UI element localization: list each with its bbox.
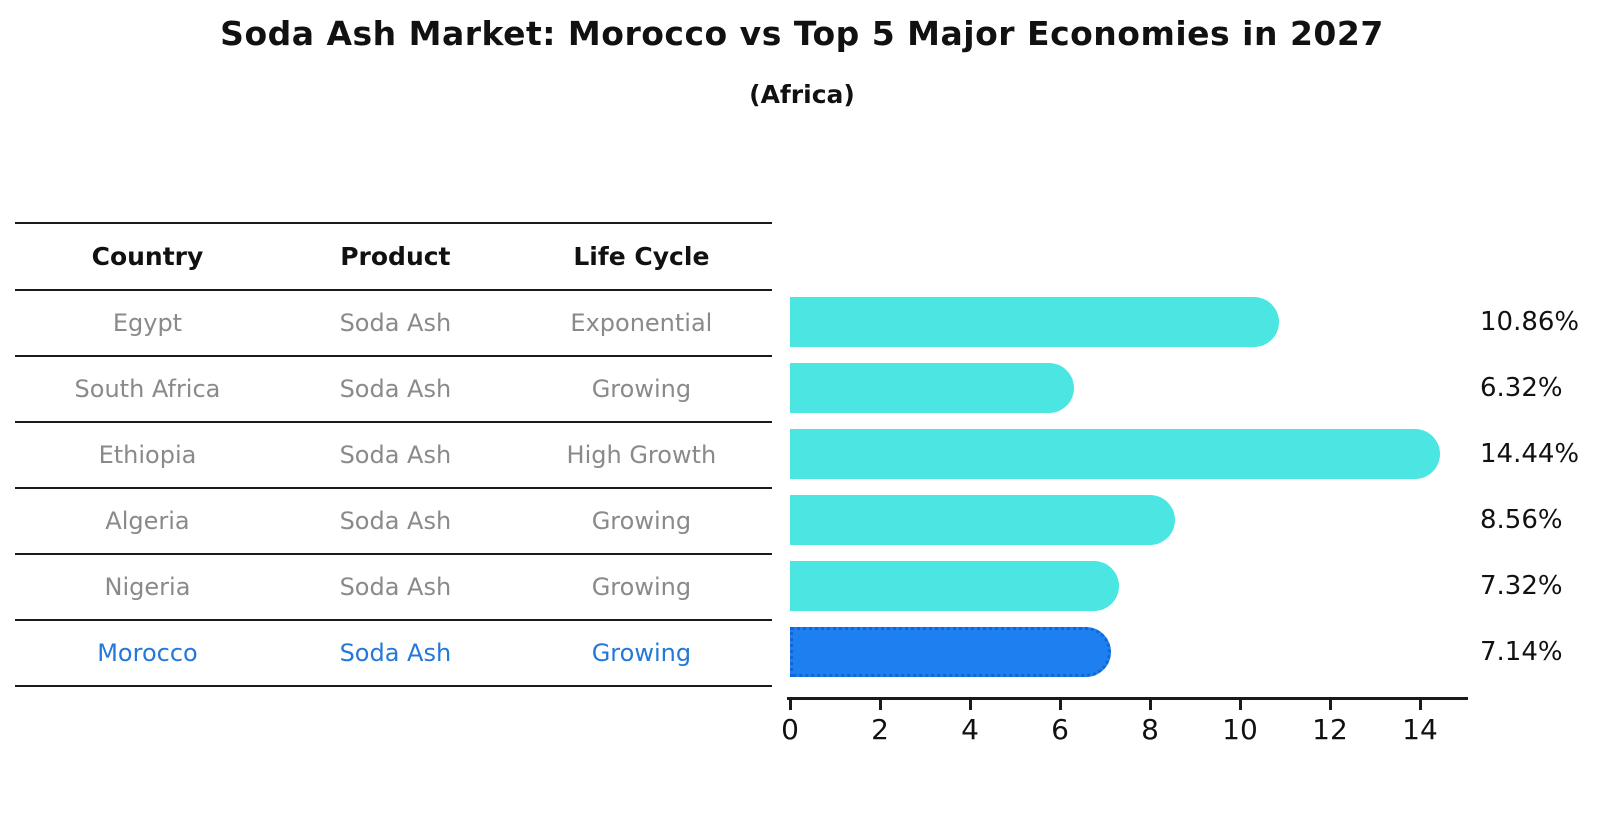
table-row-algeria: Algeria Soda Ash Growing [15,487,772,553]
product-cell: Soda Ash [339,573,452,601]
country-table: Country Product Life Cycle Egypt Soda Ash Exp… [15,222,772,687]
table-header-row: Country Product Life Cycle [15,222,772,289]
x-axis-tick-label: 14 [1402,713,1438,746]
table-header-life-cycle: Life Cycle [573,242,710,271]
chart-title: Soda Ash Market: Morocco vs Top 5 Major … [220,14,1384,53]
x-axis-tick-label: 4 [961,713,979,746]
life-cycle-cell: Growing [591,639,692,667]
value-label: 14.44% [1480,439,1580,469]
life-cycle-cell: Growing [591,507,692,535]
value-label: 7.14% [1480,637,1563,667]
table-header-product: Product [340,242,451,271]
x-axis-tick [1239,700,1242,710]
country-cell: Egypt [112,309,183,337]
table-row-egypt: Egypt Soda Ash Exponential [15,289,772,355]
value-label: 6.32% [1480,373,1563,403]
bar-nigeria [790,561,1120,611]
product-cell: Soda Ash [339,375,452,403]
x-axis-line [787,697,1468,700]
bar-egypt [790,297,1279,347]
product-cell: Soda Ash [339,639,452,667]
value-label: 7.32% [1480,571,1563,601]
x-axis-tick [789,700,792,710]
bar-ethiopia [790,429,1440,479]
x-axis-tick [879,700,882,710]
product-cell: Soda Ash [339,441,452,469]
x-axis-tick [1059,700,1062,710]
x-axis-tick-label: 2 [871,713,889,746]
bar-algeria [790,495,1176,545]
table-row-nigeria: Nigeria Soda Ash Growing [15,553,772,619]
x-axis-tick [1149,700,1152,710]
life-cycle-cell: Growing [591,573,692,601]
value-label: 10.86% [1480,307,1580,337]
table-row-morocco: Morocco Soda Ash Growing [15,619,772,687]
table-row-ethiopia: Ethiopia Soda Ash High Growth [15,421,772,487]
product-cell: Soda Ash [339,507,452,535]
x-axis-tick-label: 0 [781,713,799,746]
bar-morocco-highlight [790,627,1112,677]
product-cell: Soda Ash [339,309,452,337]
country-cell: South Africa [74,375,221,403]
life-cycle-cell: Exponential [570,309,713,337]
table-row-south-africa: South Africa Soda Ash Growing [15,355,772,421]
x-axis-tick [1419,700,1422,710]
country-cell: Algeria [105,507,190,535]
life-cycle-cell: High Growth [566,441,717,469]
chart-subtitle: (Africa) [749,80,855,109]
x-axis-tick-label: 8 [1141,713,1159,746]
x-axis-tick-label: 6 [1051,713,1069,746]
x-axis-tick [969,700,972,710]
bar-south-africa [790,363,1075,413]
life-cycle-cell: Growing [591,375,692,403]
value-label: 8.56% [1480,505,1563,535]
table-header-country: Country [91,242,204,271]
x-axis-tick-label: 12 [1312,713,1348,746]
x-axis-tick [1329,700,1332,710]
country-cell: Nigeria [104,573,191,601]
x-axis-tick-label: 10 [1222,713,1258,746]
country-cell: Ethiopia [98,441,197,469]
country-cell: Morocco [97,639,198,667]
